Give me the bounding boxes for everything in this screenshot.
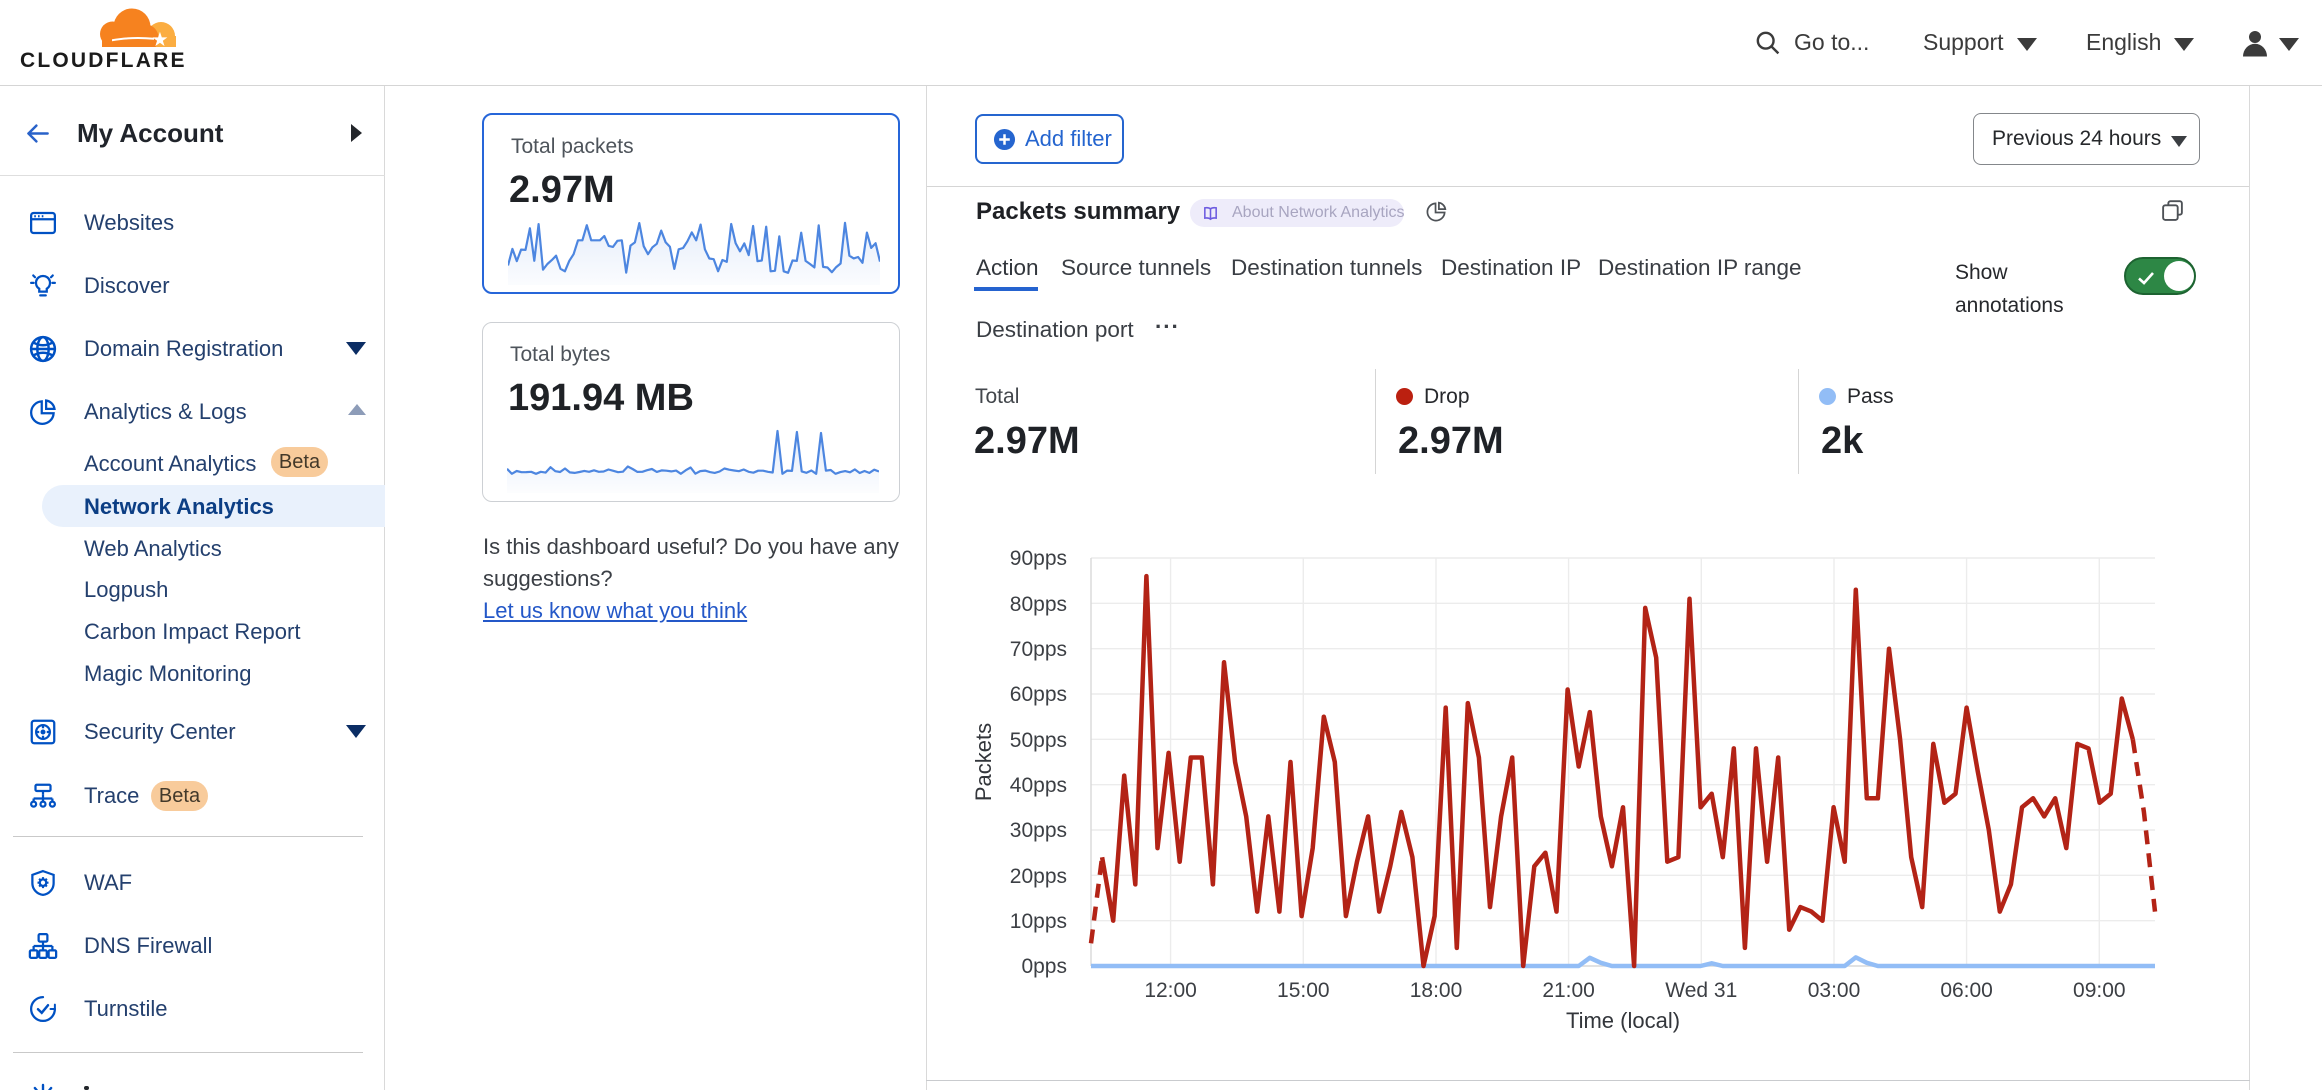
svg-text:30pps: 30pps (1010, 819, 1067, 842)
svg-text:20pps: 20pps (1010, 865, 1067, 888)
svg-text:15:00: 15:00 (1277, 979, 1330, 1002)
svg-text:Time (local): Time (local) (1566, 1008, 1680, 1033)
svg-text:09:00: 09:00 (2073, 979, 2126, 1002)
svg-text:0pps: 0pps (1021, 955, 1067, 978)
svg-text:60pps: 60pps (1010, 683, 1067, 706)
svg-text:40pps: 40pps (1010, 774, 1067, 797)
svg-text:80pps: 80pps (1010, 593, 1067, 616)
svg-text:18:00: 18:00 (1410, 979, 1463, 1002)
svg-text:12:00: 12:00 (1144, 979, 1197, 1002)
svg-text:06:00: 06:00 (1940, 979, 1993, 1002)
svg-text:Wed 31: Wed 31 (1665, 979, 1737, 1002)
svg-text:21:00: 21:00 (1542, 979, 1595, 1002)
svg-text:90pps: 90pps (1010, 547, 1067, 570)
svg-text:Packets: Packets (971, 723, 996, 801)
svg-text:50pps: 50pps (1010, 729, 1067, 752)
svg-text:03:00: 03:00 (1808, 979, 1861, 1002)
svg-text:10pps: 10pps (1010, 910, 1067, 933)
svg-text:70pps: 70pps (1010, 638, 1067, 661)
